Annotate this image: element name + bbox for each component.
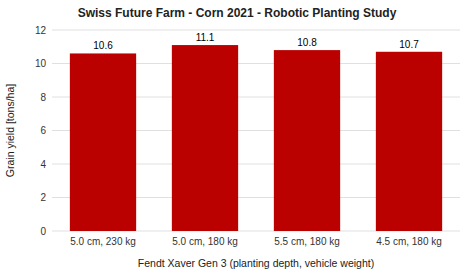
- data-labels: 10.6 11.1 10.8 10.7: [93, 32, 419, 51]
- y-tick-label: 12: [35, 25, 47, 36]
- x-tick-label: 5.0 cm, 230 kg: [70, 236, 136, 247]
- data-label: 10.8: [297, 37, 317, 48]
- x-tick-label: 4.5 cm, 180 kg: [376, 236, 442, 247]
- x-axis-label: Fendt Xaver Gen 3 (planting depth, vehic…: [138, 257, 374, 269]
- data-label: 10.7: [399, 39, 419, 50]
- y-tick-label: 0: [40, 226, 46, 237]
- data-label: 10.6: [93, 40, 113, 51]
- y-axis-label: Grain yield [tons/ha]: [4, 84, 16, 177]
- bar: [70, 53, 136, 231]
- y-tick-label: 4: [40, 159, 46, 170]
- x-axis: 5.0 cm, 230 kg 5.0 cm, 180 kg 5.5 cm, 180 …: [70, 236, 442, 247]
- grid: [52, 30, 460, 231]
- x-tick-label: 5.5 cm, 180 kg: [274, 236, 340, 247]
- bar: [172, 45, 238, 231]
- chart-container: Swiss Future Farm - Corn 2021 - Robotic …: [0, 0, 474, 277]
- y-tick-label: 8: [40, 92, 46, 103]
- chart-svg: Swiss Future Farm - Corn 2021 - Robotic …: [0, 0, 474, 277]
- data-label: 11.1: [196, 32, 215, 43]
- y-tick-label: 2: [40, 192, 46, 203]
- chart-title: Swiss Future Farm - Corn 2021 - Robotic …: [78, 6, 397, 20]
- x-tick-label: 5.0 cm, 180 kg: [172, 236, 238, 247]
- y-tick-label: 10: [35, 58, 47, 69]
- bar: [274, 50, 340, 231]
- bar: [376, 52, 442, 231]
- grid-line: [52, 30, 460, 31]
- bars: [70, 45, 442, 231]
- y-axis: 0 2 4 6 8 10 12: [35, 25, 47, 237]
- y-tick-label: 6: [40, 125, 46, 136]
